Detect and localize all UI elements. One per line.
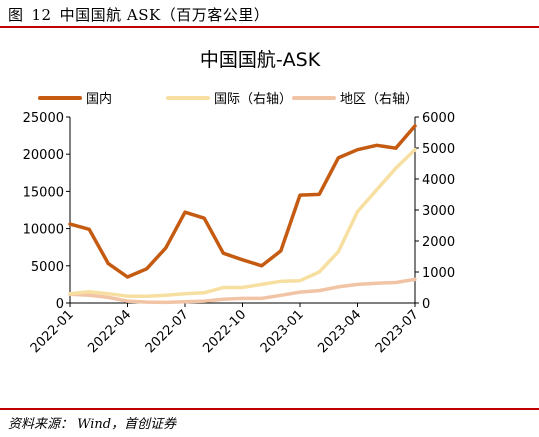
y-left-tick-label: 0 [56, 297, 64, 312]
x-tick-label: 2022-04 [85, 307, 134, 356]
y-right-tick-label: 4000 [422, 173, 455, 188]
legend-label-1: 国际（右轴） [214, 92, 292, 107]
y-right-tick-label: 2000 [422, 235, 455, 250]
figure-caption: 图 12 中国国航 ASK（百万客公里） [8, 4, 277, 25]
y-right-tick-label: 3000 [422, 204, 455, 219]
y-left-tick-label: 25000 [23, 111, 64, 126]
y-left-tick-label: 5000 [31, 260, 64, 275]
x-tick-label: 2023-07 [373, 307, 422, 356]
series-line-2 [68, 277, 417, 305]
y-right-tick-label: 5000 [422, 142, 455, 157]
series-line-0 [68, 124, 417, 279]
x-tick-label: 2022-10 [200, 307, 249, 356]
y-right-tick-label: 6000 [422, 111, 455, 126]
y-left-tick-label: 15000 [23, 185, 64, 200]
x-tick-label: 2023-04 [315, 307, 364, 356]
chart-title: 中国国航-ASK [200, 49, 321, 71]
source-note: 资料来源： Wind，首创证券 [8, 417, 177, 432]
x-tick-label: 2022-07 [143, 307, 192, 356]
figure-label: 图 [8, 6, 24, 24]
figure-number: 12 [31, 6, 52, 24]
series-lines [68, 124, 417, 305]
bottom-rule [0, 408, 539, 410]
legend: 国内 国际（右轴） 地区（右轴） [38, 91, 418, 107]
x-tick-label: 2022-01 [28, 307, 77, 356]
legend-label-2: 地区（右轴） [340, 92, 418, 107]
y-left-tick-label: 10000 [23, 223, 64, 238]
top-rule [0, 26, 539, 28]
y-right-tick-label: 0 [422, 297, 430, 312]
y-left-tick-label: 20000 [23, 148, 64, 163]
figure-caption-text: 中国国航 ASK（百万客公里） [59, 6, 270, 24]
y-right-tick-label: 1000 [422, 266, 455, 281]
x-tick-label: 2023-01 [258, 307, 307, 356]
series-line-1 [68, 147, 417, 298]
legend-label-0: 国内 [86, 91, 112, 107]
